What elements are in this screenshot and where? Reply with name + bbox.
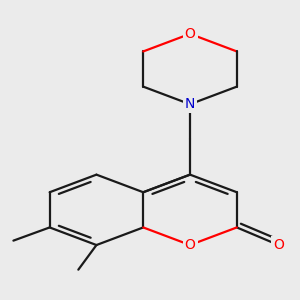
- Text: O: O: [273, 238, 284, 252]
- Text: O: O: [184, 27, 196, 41]
- Text: O: O: [184, 238, 196, 252]
- Text: N: N: [185, 97, 195, 111]
